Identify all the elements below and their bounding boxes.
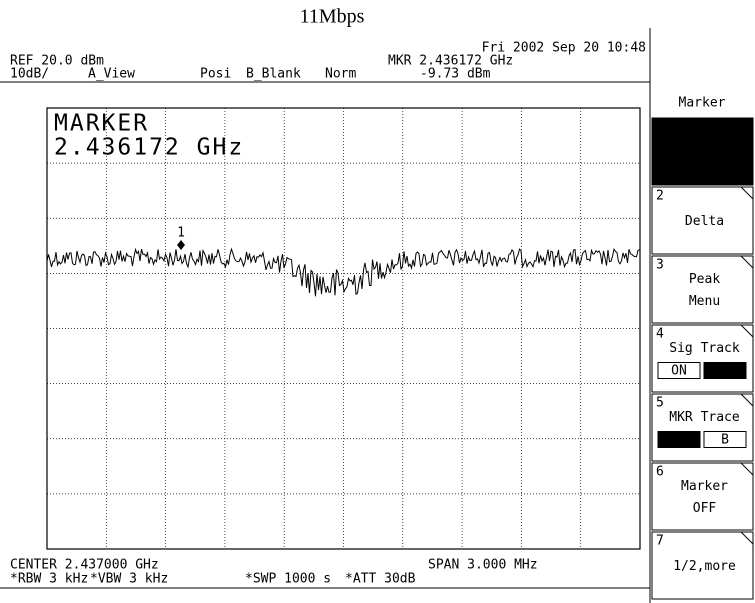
softkey-bg: [651, 255, 754, 324]
marker-title: MARKER: [54, 111, 149, 137]
softkey-bevel: [740, 255, 754, 269]
softkey-bevel: [740, 186, 754, 200]
softkey-number: 6: [656, 465, 664, 480]
mode: Norm: [325, 67, 356, 82]
softkey-label: MKR Trace: [669, 410, 740, 425]
center-freq: CENTER 2.437000 GHz: [10, 558, 159, 573]
option-label: A: [675, 433, 683, 448]
softkey-label: Menu: [689, 294, 720, 309]
marker-level: -9.73 dBm: [420, 67, 491, 82]
span: SPAN 3.000 MHz: [428, 558, 538, 573]
scale: 10dB/: [10, 67, 49, 82]
softkey-label: Peak: [689, 272, 720, 287]
page-title: 11Mbps: [300, 6, 365, 28]
option-box: [657, 362, 701, 379]
option-box: [657, 431, 701, 448]
softkeys: 1 Normal 2 Delta 3 Peak Menu 4 Sig Track ON OFF 5 MK…: [651, 117, 754, 600]
menu-title: Marker: [679, 96, 726, 111]
trace: [46, 247, 640, 297]
marker-freq: MKR 2.436172 GHz: [388, 54, 513, 69]
softkey-label: Marker: [681, 479, 728, 494]
option-box: [703, 431, 747, 448]
datetime: Fri 2002 Sep 20 10:48: [482, 41, 646, 56]
softkey-number: 5: [656, 396, 664, 411]
softkey-label: Normal: [681, 145, 728, 160]
softkey-bg: [651, 462, 754, 531]
softkey-bg: [651, 324, 754, 393]
softkey[interactable]: 3 Peak Menu: [651, 255, 754, 324]
vbw: *VBW 3 kHz: [90, 572, 168, 587]
sweep: *SWP 1000 s: [245, 572, 331, 587]
softkey-bg: [651, 186, 754, 255]
attenuation: *ATT 30dB: [345, 572, 416, 587]
softkey-bevel: [740, 462, 754, 476]
view: A_View: [88, 67, 135, 82]
softkey[interactable]: 5 MKR Trace A B: [651, 393, 754, 462]
softkey-bevel: [740, 393, 754, 407]
option-box: [703, 362, 747, 379]
softkey-bevel: [740, 531, 754, 545]
softkey-number: 3: [656, 258, 664, 273]
softkey-bevel: [740, 324, 754, 338]
softkey-number: 2: [656, 189, 664, 204]
softkey-bevel: [740, 117, 754, 131]
softkey-label: Sig Track: [669, 341, 740, 356]
blank: B_Blank: [246, 67, 301, 82]
softkey-bg: [651, 531, 754, 600]
softkey-label: 1/2,more: [673, 559, 736, 574]
marker-number: 1: [177, 226, 185, 241]
marker-diamond: [177, 240, 185, 250]
softkey-number: 4: [656, 327, 664, 342]
option-label: ON: [671, 364, 687, 379]
softkey[interactable]: 1 Normal: [651, 117, 754, 186]
softkey[interactable]: 4 Sig Track ON OFF: [651, 324, 754, 393]
softkey[interactable]: 7 1/2,more: [651, 531, 754, 600]
detector: Posi: [200, 67, 231, 82]
softkey[interactable]: 6 Marker OFF: [651, 462, 754, 531]
softkey-bg: [651, 117, 754, 186]
ref-level: REF 20.0 dBm: [10, 54, 104, 69]
softkey[interactable]: 2 Delta: [651, 186, 754, 255]
option-label: B: [721, 433, 729, 448]
softkey-bg: [651, 393, 754, 462]
rbw: *RBW 3 kHz: [10, 572, 88, 587]
softkey-number: 7: [656, 534, 664, 549]
softkey-label: OFF: [693, 501, 717, 516]
graticule: [46, 107, 641, 550]
marker-value: 2.436172 GHz: [54, 135, 244, 161]
softkey-number: 1: [656, 120, 664, 135]
softkey-label: Delta: [685, 214, 724, 229]
option-label: OFF: [713, 364, 737, 379]
